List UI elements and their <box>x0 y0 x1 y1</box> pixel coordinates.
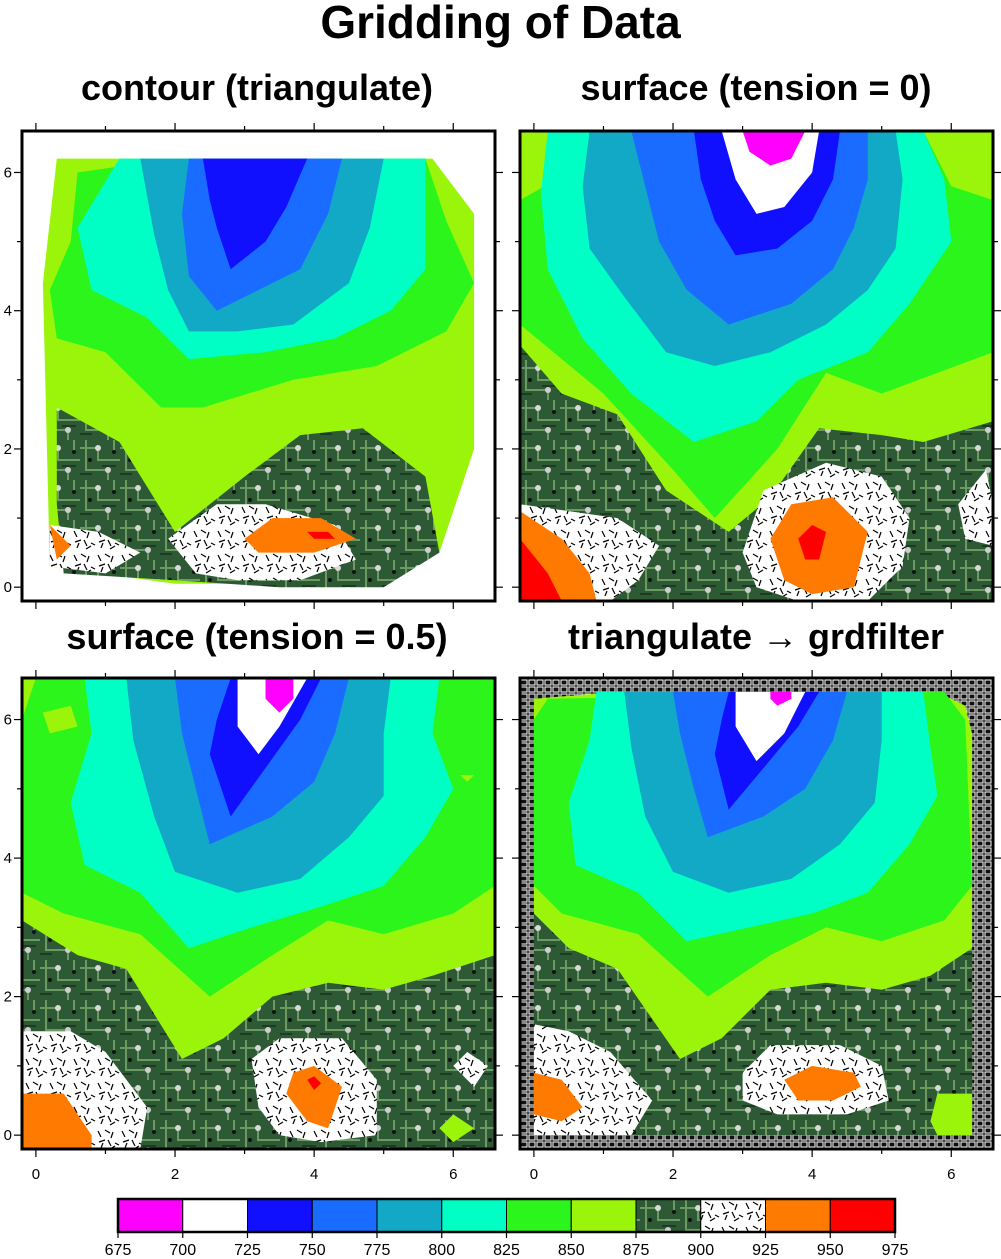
x-tick-label: 4 <box>310 1166 318 1183</box>
panel-frame <box>20 676 497 1151</box>
contour-band-675-8 <box>742 131 806 166</box>
colorbar-swatch-700 <box>182 1198 248 1233</box>
colorbar-tick-label: 875 <box>623 1242 650 1259</box>
contour-band-675-8 <box>770 691 792 706</box>
contour-band-925-12 <box>784 1065 861 1101</box>
x-tick-label: 2 <box>171 1166 179 1183</box>
colorbar-swatch-725 <box>247 1198 313 1233</box>
contour-band-850-15 <box>460 775 475 782</box>
y-tick-label: 6 <box>4 164 12 181</box>
colorbar-swatch-800 <box>441 1198 507 1233</box>
colorbar: 675 700 725 750 775 800 825 850 875 900 925 950 975 <box>105 1197 909 1259</box>
colorbar-swatch-850 <box>570 1198 637 1233</box>
x-tick-label: 0 <box>530 1166 538 1183</box>
contour-band-950-15 <box>798 525 827 560</box>
contour-band-925-10 <box>49 525 71 560</box>
contour-band-900-8 <box>49 525 141 574</box>
contour-band-950-13 <box>307 1076 322 1091</box>
colorbar-tick-label: 700 <box>169 1242 196 1259</box>
panel-title-surface-t05: surface (tension = 0.5) <box>66 616 448 657</box>
x-tick-label: 0 <box>32 1166 40 1183</box>
colorbar-tick-label: 675 <box>105 1242 132 1259</box>
y-tick-label: 0 <box>4 579 12 596</box>
contour-band-925-11 <box>22 1093 92 1149</box>
colorbar-swatch-775 <box>376 1198 443 1233</box>
panel-frame <box>20 129 497 603</box>
x-tick-label: 2 <box>669 1166 677 1183</box>
contour-panel-3: 0 2 4 6 0 2 4 6 <box>4 670 503 1183</box>
contour-band-950-11 <box>307 531 335 539</box>
colorbar-swatch-675 <box>117 1198 184 1233</box>
contour-band-925-9 <box>244 518 356 553</box>
contour-band-850-17 <box>439 1114 475 1143</box>
x-tick-label: 6 <box>449 1166 457 1183</box>
colorbar-swatch-900 <box>700 1198 766 1233</box>
colorbar-swatch-825 <box>506 1198 572 1233</box>
y-tick-label: 4 <box>4 850 12 867</box>
contour-panel-4: 0 2 4 6 <box>512 670 1001 1183</box>
contour-band-900-16 <box>453 1052 488 1087</box>
colorbar-tick-label: 925 <box>752 1242 779 1259</box>
colorbar-tick-label: 850 <box>558 1242 585 1259</box>
panel-title-contour: contour (triangulate) <box>81 67 433 108</box>
y-tick-label: 2 <box>4 441 12 458</box>
y-tick-label: 0 <box>4 1127 12 1144</box>
colorbar-tick-label: 900 <box>687 1242 714 1259</box>
colorbar-swatch-875 <box>635 1198 702 1233</box>
contour-band-950-14 <box>520 538 562 601</box>
x-tick-label: 4 <box>808 1166 816 1183</box>
colorbar-tick-label: 750 <box>299 1242 326 1259</box>
contour-band-850-14 <box>42 705 78 734</box>
colorbar-tick-label: 950 <box>817 1242 844 1259</box>
colorbar-tick-label: 800 <box>428 1242 455 1259</box>
contour-band-900-11 <box>958 469 993 546</box>
y-tick-label: 2 <box>4 989 12 1006</box>
contour-band-700-7 <box>735 691 806 762</box>
panel-title-surface-t0: surface (tension = 0) <box>580 67 932 108</box>
contour-panel-2 <box>512 123 1001 609</box>
panel-frame <box>518 676 995 1151</box>
colorbar-swatch-950 <box>829 1198 896 1233</box>
contour-band-925-11 <box>533 1072 583 1122</box>
contour-band-675-8 <box>265 678 294 713</box>
contour-band-850-13 <box>930 1093 973 1136</box>
contour-band-725-6 <box>202 158 308 270</box>
colorbar-swatch-750 <box>311 1198 378 1233</box>
colorbar-tick-label: 825 <box>493 1242 520 1259</box>
contour-panel-1: 0 2 4 6 <box>4 123 503 609</box>
colorbar-tick-label: 975 <box>882 1242 909 1259</box>
colorbar-tick-label: 775 <box>364 1242 391 1259</box>
colorbar-tick-label: 725 <box>234 1242 261 1259</box>
main-title: Gridding of Data <box>320 0 681 48</box>
x-tick-label: 6 <box>947 1166 955 1183</box>
panel-title-grdfilter: triangulate → grdfilter <box>567 616 945 657</box>
contour-band-925-12 <box>286 1065 342 1129</box>
colorbar-swatch-925 <box>765 1198 831 1233</box>
panel-frame <box>518 129 995 603</box>
y-tick-label: 6 <box>4 712 12 729</box>
y-tick-label: 4 <box>4 303 12 320</box>
